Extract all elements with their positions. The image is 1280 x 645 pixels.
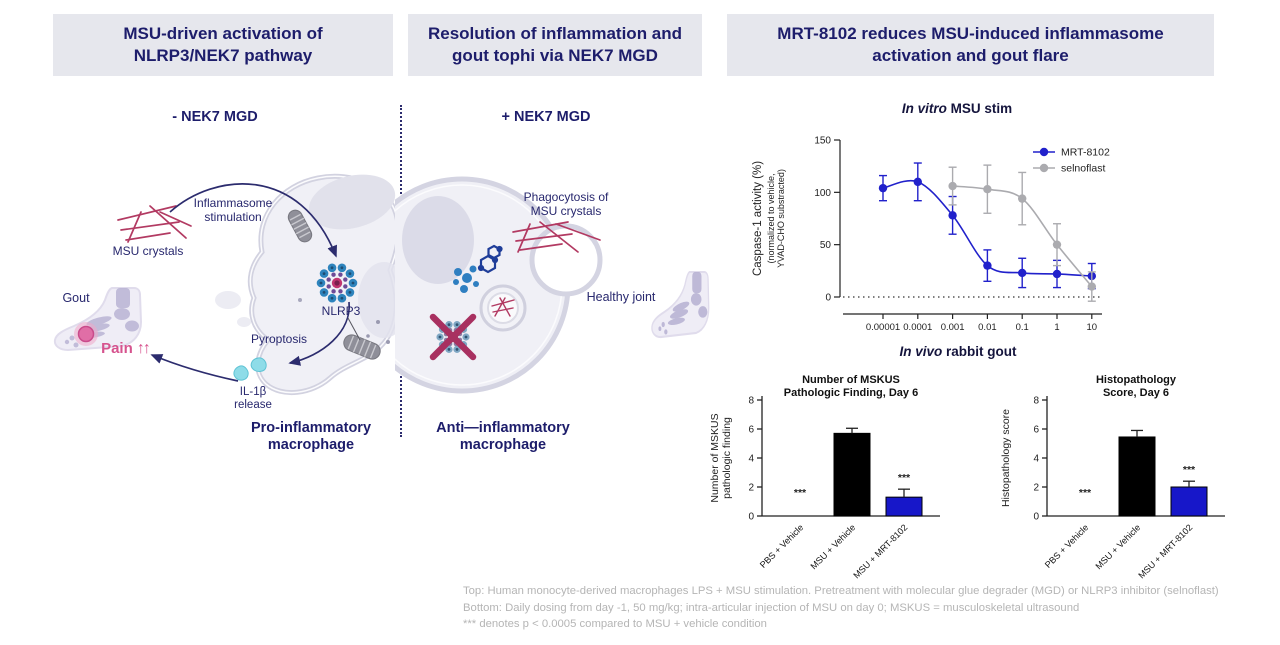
svg-text:0.00001: 0.00001 (866, 322, 900, 333)
svg-text:Histopathology: Histopathology (1096, 374, 1177, 386)
svg-text:Score, Day 6: Score, Day 6 (1103, 387, 1169, 399)
il1b-droplets-icon (233, 357, 267, 381)
svg-text:10: 10 (1087, 322, 1098, 333)
invivo-chart-title: In vivo rabbit gout (899, 344, 1016, 359)
svg-text:6: 6 (748, 425, 754, 436)
gout-label: Gout (62, 291, 90, 305)
svg-text:0.1: 0.1 (1016, 322, 1029, 333)
svg-text:PBS + Vehicle: PBS + Vehicle (1043, 522, 1091, 570)
svg-text:Number of MSKUS: Number of MSKUS (709, 413, 721, 502)
invitro-chart-title: In vitro MSU stim (902, 101, 1012, 116)
svg-text:150: 150 (814, 136, 831, 147)
svg-text:0.0001: 0.0001 (903, 322, 932, 333)
mgd-molecule-icon (477, 244, 503, 274)
svg-text:(normalized to vehicle,: (normalized to vehicle, (766, 173, 776, 263)
footnote: Top: Human monocyte-derived macrophages … (463, 583, 1253, 633)
gasdermin-pore-icon (287, 209, 313, 243)
svg-text:6: 6 (1033, 425, 1039, 436)
svg-text:***: *** (1183, 464, 1196, 476)
svg-text:8: 8 (1033, 396, 1039, 407)
inflammasome-stimulation-label: Inflammasome stimulation (193, 196, 273, 224)
msu-crystals-icon (512, 221, 601, 253)
header-middle-panel: Resolution of inflammation and gout toph… (408, 14, 702, 76)
msu-crystals-label: MSU crystals (112, 244, 184, 258)
condition-label-no-mgd: - NEK7 MGD (172, 109, 258, 125)
svg-text:2: 2 (748, 483, 754, 494)
pain-text: Pain (101, 340, 133, 357)
invitro-title-rest: MSU stim (946, 101, 1013, 116)
healthy-joint-label: Healthy joint (586, 290, 656, 304)
svg-text:4: 4 (1033, 454, 1039, 465)
arrow-pyroptosis-release (288, 301, 350, 366)
svg-text:0: 0 (748, 512, 754, 523)
svg-text:Histopathology score: Histopathology score (1000, 409, 1012, 507)
invivo-title-italic: In vivo (899, 344, 943, 359)
pathway-illustration-middle (395, 176, 710, 394)
pain-up-arrows-icon: ↑↑ (136, 340, 151, 357)
pain-label: Pain ↑↑ (101, 340, 151, 357)
svg-text:4: 4 (748, 454, 754, 465)
svg-text:2: 2 (1033, 483, 1039, 494)
anti-inflammatory-macrophage-label: Anti—inflammatory macrophage (436, 420, 570, 453)
caspase1-dose-response-line-chart: 0 50 100 150 0.00001 0.0001 0.001 0.01 0.1 1 10 Cas… (752, 136, 1110, 334)
svg-text:PBS + Vehicle: PBS + Vehicle (758, 522, 806, 570)
il1b-release-label: IL-1β release (234, 386, 272, 411)
invivo-title-rest: rabbit gout (942, 344, 1017, 359)
footnote-line-2: Bottom: Daily dosing from day -1, 50 mg/… (463, 601, 1080, 614)
svg-text:***: *** (898, 472, 911, 484)
svg-text:***: *** (1079, 487, 1092, 499)
msu-crystals-icon (117, 205, 192, 243)
gout-inflammation-spot (74, 322, 98, 346)
macrophage-cell (247, 173, 400, 396)
svg-text:MSU + MRT-8102: MSU + MRT-8102 (1136, 522, 1194, 580)
debris-blobs (215, 291, 251, 327)
arrow-inflammasome-stimulation (169, 183, 337, 258)
cross-out-x-icon (429, 313, 477, 361)
degraded-protein-dots (453, 265, 479, 293)
pyroptosis-label: Pyroptosis (250, 332, 308, 346)
footnote-line-3: *** denotes p < 0.0005 compared to MSU +… (463, 618, 767, 630)
header-right-panel: MRT-8102 reduces MSU-induced inflammasom… (727, 14, 1214, 76)
svg-text:50: 50 (820, 240, 832, 251)
svg-text:Number of MSKUS: Number of MSKUS (802, 374, 900, 386)
foot-healthy-icon (651, 270, 710, 339)
svg-text:Pathologic Finding, Day 6: Pathologic Finding, Day 6 (784, 387, 918, 399)
svg-text:YVAD-CHO substracted): YVAD-CHO substracted) (776, 169, 786, 268)
phagocytic-cup (529, 223, 603, 297)
footnote-line-1: Top: Human monocyte-derived macrophages … (463, 585, 1219, 597)
nlrp3-pointer-line (347, 317, 361, 341)
gasdermin-pore-icon (343, 334, 381, 360)
svg-text:0.001: 0.001 (941, 322, 965, 333)
svg-text:100: 100 (814, 188, 831, 199)
svg-text:***: *** (794, 487, 807, 499)
pathway-illustration-left (53, 173, 400, 396)
svg-text:MRT-8102: MRT-8102 (1061, 147, 1110, 159)
svg-text:MSU + Vehicle: MSU + Vehicle (1093, 522, 1142, 571)
svg-text:MSU + Vehicle: MSU + Vehicle (808, 522, 857, 571)
svg-text:selnoflast: selnoflast (1061, 163, 1105, 175)
phagosome-icon (479, 284, 527, 332)
svg-text:8: 8 (748, 396, 754, 407)
condition-label-with-mgd: + NEK7 MGD (501, 109, 591, 125)
phagocytosis-label: Phagocytosis of MSU crystals (523, 190, 609, 218)
svg-text:MSU + MRT-8102: MSU + MRT-8102 (851, 522, 909, 580)
header-left-panel: MSU-driven activation of NLRP3/NEK7 path… (53, 14, 393, 76)
svg-text:Caspase-1 activity (%): Caspase-1 activity (%) (752, 161, 764, 276)
invitro-title-italic: In vitro (901, 101, 947, 116)
pro-inflammatory-macrophage-label: Pro-inflammatory macrophage (250, 420, 372, 453)
svg-text:pathologic finding: pathologic finding (721, 417, 733, 499)
arrow-il1b-to-pain (150, 354, 239, 382)
svg-text:0.01: 0.01 (978, 322, 997, 333)
foot-gout-icon (53, 287, 143, 352)
svg-text:1: 1 (1054, 322, 1059, 333)
nlrp3-complex-icon (316, 263, 358, 303)
svg-text:0: 0 (1033, 512, 1039, 523)
svg-text:0: 0 (825, 293, 831, 304)
nlrp3-label: NLRP3 (321, 304, 361, 318)
